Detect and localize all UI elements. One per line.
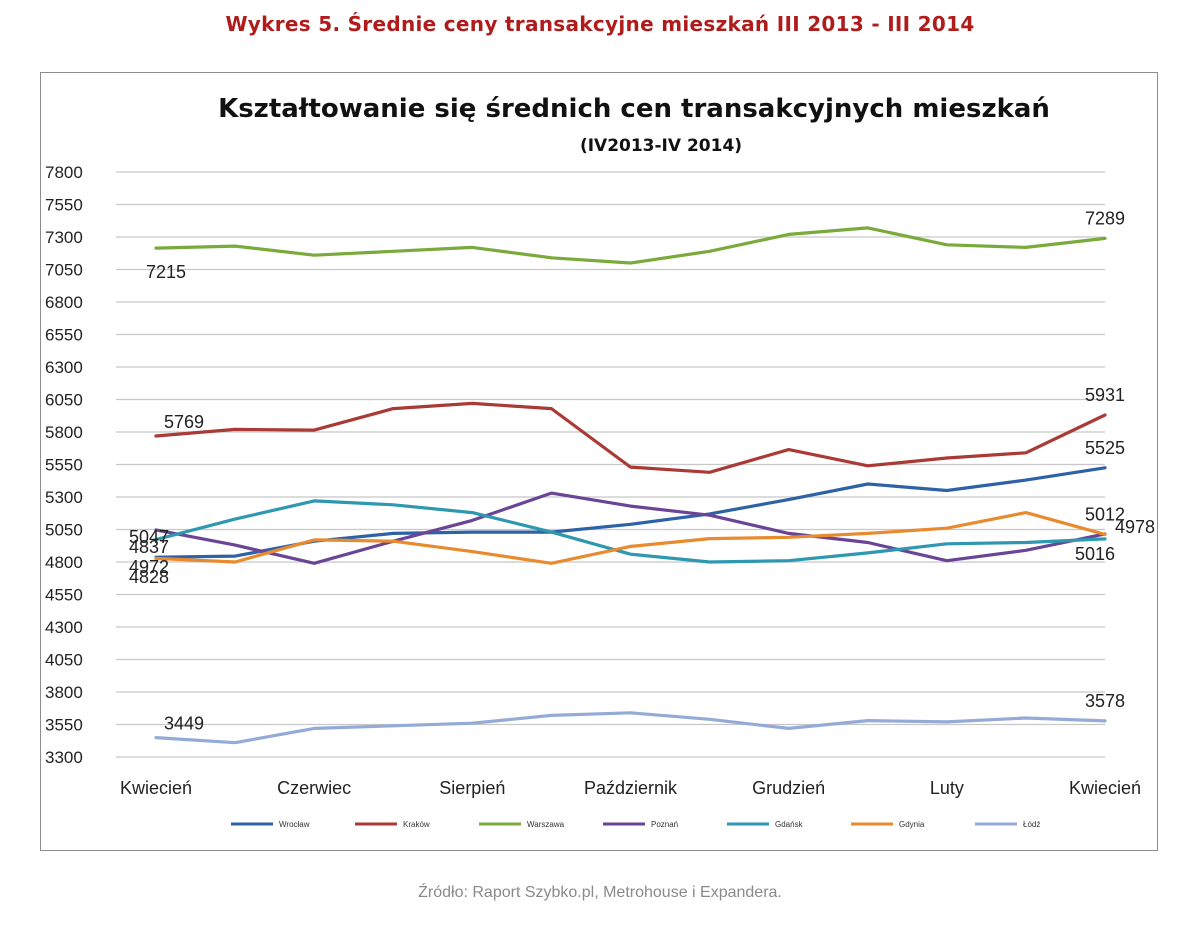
data-label: 7289 <box>1085 208 1125 228</box>
chart-title: Kształtowanie się średnich cen transakcy… <box>218 94 1050 124</box>
grid-lines <box>116 171 1105 758</box>
y-tick-label: 4550 <box>45 586 83 605</box>
y-tick-label: 5300 <box>45 488 83 507</box>
source-note: Źródło: Raport Szybko.pl, Metrohouse i E… <box>418 884 782 901</box>
x-tick-label: Grudzień <box>752 778 825 798</box>
y-tick-label: 7800 <box>45 163 83 182</box>
x-tick-label: Luty <box>930 778 964 798</box>
series-line <box>154 511 1107 565</box>
y-tick-label: 7550 <box>45 196 83 215</box>
data-label: 5016 <box>1075 544 1115 564</box>
y-tick-label: 5050 <box>45 521 83 540</box>
data-label: 3449 <box>164 714 204 734</box>
series-lines <box>154 226 1107 745</box>
x-tick-label: Październik <box>584 778 678 798</box>
series-line <box>154 499 1107 564</box>
chart-frame: Kształtowanie się średnich cen transakcy… <box>40 72 1158 851</box>
y-tick-label: 6800 <box>45 293 83 312</box>
legend-label: Gdańsk <box>775 820 804 829</box>
data-label: 5012 <box>1085 504 1125 524</box>
y-tick-label: 5800 <box>45 423 83 442</box>
legend: Wrocław Kraków Warszawa Poznań Gdańsk Gdynia Ł… <box>231 820 1040 829</box>
x-tick-label: Kwiecień <box>120 778 192 798</box>
data-label: 4972 <box>129 557 169 577</box>
chart-subtitle: (IV2013-IV 2014) <box>580 136 742 156</box>
series-line <box>154 711 1107 745</box>
x-axis-tick-labels: Kwiecień Czerwiec Sierpień Październik Grudz… <box>120 778 1141 798</box>
data-label: 5769 <box>164 412 204 432</box>
y-tick-label: 3300 <box>45 748 83 767</box>
legend-label: Kraków <box>403 820 430 829</box>
y-axis-tick-labels: 3300 3550 3800 4050 4300 4550 4800 5050 5300 5550… <box>45 163 83 767</box>
y-tick-label: 4800 <box>45 553 83 572</box>
y-tick-label: 4050 <box>45 651 83 670</box>
y-tick-label: 6050 <box>45 391 83 410</box>
data-label: 3578 <box>1085 691 1125 711</box>
y-tick-label: 7050 <box>45 261 83 280</box>
data-label: 7215 <box>146 262 186 282</box>
y-tick-label: 7300 <box>45 228 83 247</box>
page-caption: Wykres 5. Średnie ceny transakcyjne mies… <box>225 12 975 36</box>
series-line <box>154 491 1107 565</box>
series-line <box>154 401 1107 474</box>
series-line <box>154 226 1107 265</box>
y-tick-label: 3800 <box>45 683 83 702</box>
y-tick-label: 4300 <box>45 618 83 637</box>
line-chart: Kształtowanie się średnich cen transakcy… <box>45 94 1155 829</box>
x-tick-label: Kwiecień <box>1069 778 1141 798</box>
data-label: 5525 <box>1085 438 1125 458</box>
x-tick-label: Czerwiec <box>277 778 351 798</box>
legend-label: Poznań <box>651 820 678 829</box>
data-label: 4828 <box>129 567 169 587</box>
legend-label: Gdynia <box>899 820 925 829</box>
x-tick-label: Sierpień <box>439 778 505 798</box>
data-label: 4837 <box>129 537 169 557</box>
y-tick-label: 6550 <box>45 326 83 345</box>
y-tick-label: 6300 <box>45 358 83 377</box>
data-label: 5931 <box>1085 385 1125 405</box>
legend-label: Wrocław <box>279 820 310 829</box>
legend-label: Łódź <box>1023 820 1040 829</box>
y-tick-label: 5550 <box>45 456 83 475</box>
legend-label: Warszawa <box>527 820 565 829</box>
y-tick-label: 3550 <box>45 716 83 735</box>
data-label: 5047 <box>129 527 169 547</box>
data-label: 4978 <box>1115 517 1155 537</box>
